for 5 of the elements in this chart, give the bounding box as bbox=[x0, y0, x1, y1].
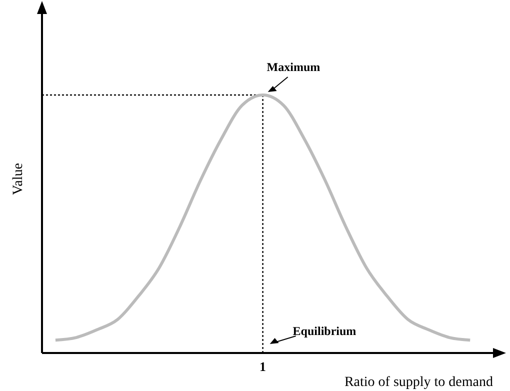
annotation: Equilibrium bbox=[292, 324, 356, 338]
y-axis-title: Value bbox=[11, 163, 26, 195]
x-axis-title: Ratio of supply to demand bbox=[344, 375, 493, 390]
text: Maximum bbox=[266, 60, 320, 74]
text: 1 bbox=[260, 359, 266, 374]
